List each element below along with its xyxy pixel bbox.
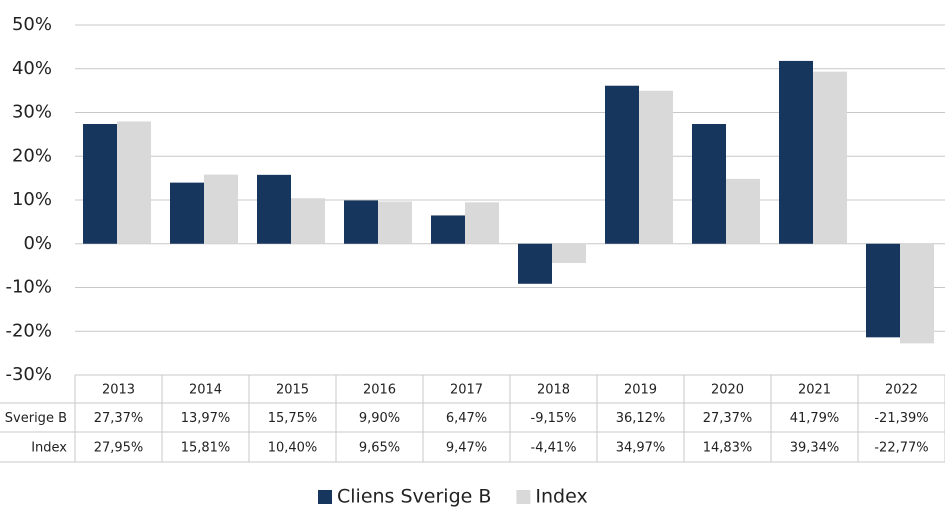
x-tick-label: 2018 (537, 383, 570, 398)
value-label: 6,47% (446, 411, 487, 426)
y-tick-label: -10% (5, 277, 52, 298)
value-label: 15,75% (268, 411, 318, 426)
legend-swatch (516, 490, 531, 504)
bar (518, 243, 552, 284)
value-label: 9,90% (359, 411, 400, 426)
value-label: -9,15% (531, 411, 577, 426)
bar (639, 90, 673, 244)
bar (900, 243, 934, 344)
x-tick-label: 2015 (276, 383, 309, 398)
bar (170, 182, 204, 244)
legend-swatch (318, 490, 332, 504)
value-label: 27,95% (94, 441, 144, 456)
bar (204, 174, 238, 244)
bar (117, 121, 151, 244)
bar (692, 124, 726, 244)
value-label: 15,81% (181, 441, 231, 456)
y-tick-label: -20% (5, 320, 52, 341)
bar (779, 60, 813, 244)
value-label: -22,77% (874, 441, 928, 456)
y-tick-label: 40% (12, 58, 52, 79)
x-tick-label: 2014 (189, 383, 222, 398)
x-tick-label: 2019 (624, 383, 657, 398)
value-label: 27,37% (94, 411, 144, 426)
bar (552, 243, 586, 264)
x-tick-label: 2017 (450, 383, 483, 398)
value-label: 41,79% (790, 411, 840, 426)
value-label: 34,97% (616, 441, 666, 456)
legend-label: Cliens Sverige B (337, 486, 491, 508)
value-label: 14,83% (703, 441, 753, 456)
x-tick-label: 2016 (363, 383, 396, 398)
bar (257, 174, 291, 244)
bar (465, 202, 499, 244)
bar (726, 178, 760, 244)
value-label: 36,12% (616, 411, 666, 426)
value-label: 9,65% (359, 441, 400, 456)
y-tick-label: 30% (12, 102, 52, 123)
value-label: 10,40% (268, 441, 318, 456)
value-label: 13,97% (181, 411, 231, 426)
bar (605, 85, 639, 244)
bar (813, 71, 847, 244)
x-tick-label: 2022 (885, 383, 918, 398)
y-tick-label: 0% (23, 233, 52, 254)
y-tick-label: 20% (12, 145, 52, 166)
x-tick-label: 2021 (798, 383, 831, 398)
bar (83, 124, 117, 244)
x-tick-label: 2020 (711, 383, 744, 398)
row-label: Cliens Sverige B (0, 411, 67, 426)
y-tick-label: 10% (12, 189, 52, 210)
bar (291, 198, 325, 244)
value-label: -4,41% (531, 441, 577, 456)
y-tick-label: -30% (5, 364, 52, 385)
value-label: 27,37% (703, 411, 753, 426)
y-tick-label: 50% (12, 14, 52, 35)
x-tick-label: 2013 (102, 383, 135, 398)
bar (431, 215, 465, 244)
bar (344, 200, 378, 244)
value-label: 9,47% (446, 441, 487, 456)
value-label: -21,39% (874, 411, 928, 426)
legend-label: Index (535, 486, 587, 508)
bar (378, 201, 412, 244)
value-label: 39,34% (790, 441, 840, 456)
row-label: Index (31, 441, 67, 456)
bar (866, 243, 900, 338)
